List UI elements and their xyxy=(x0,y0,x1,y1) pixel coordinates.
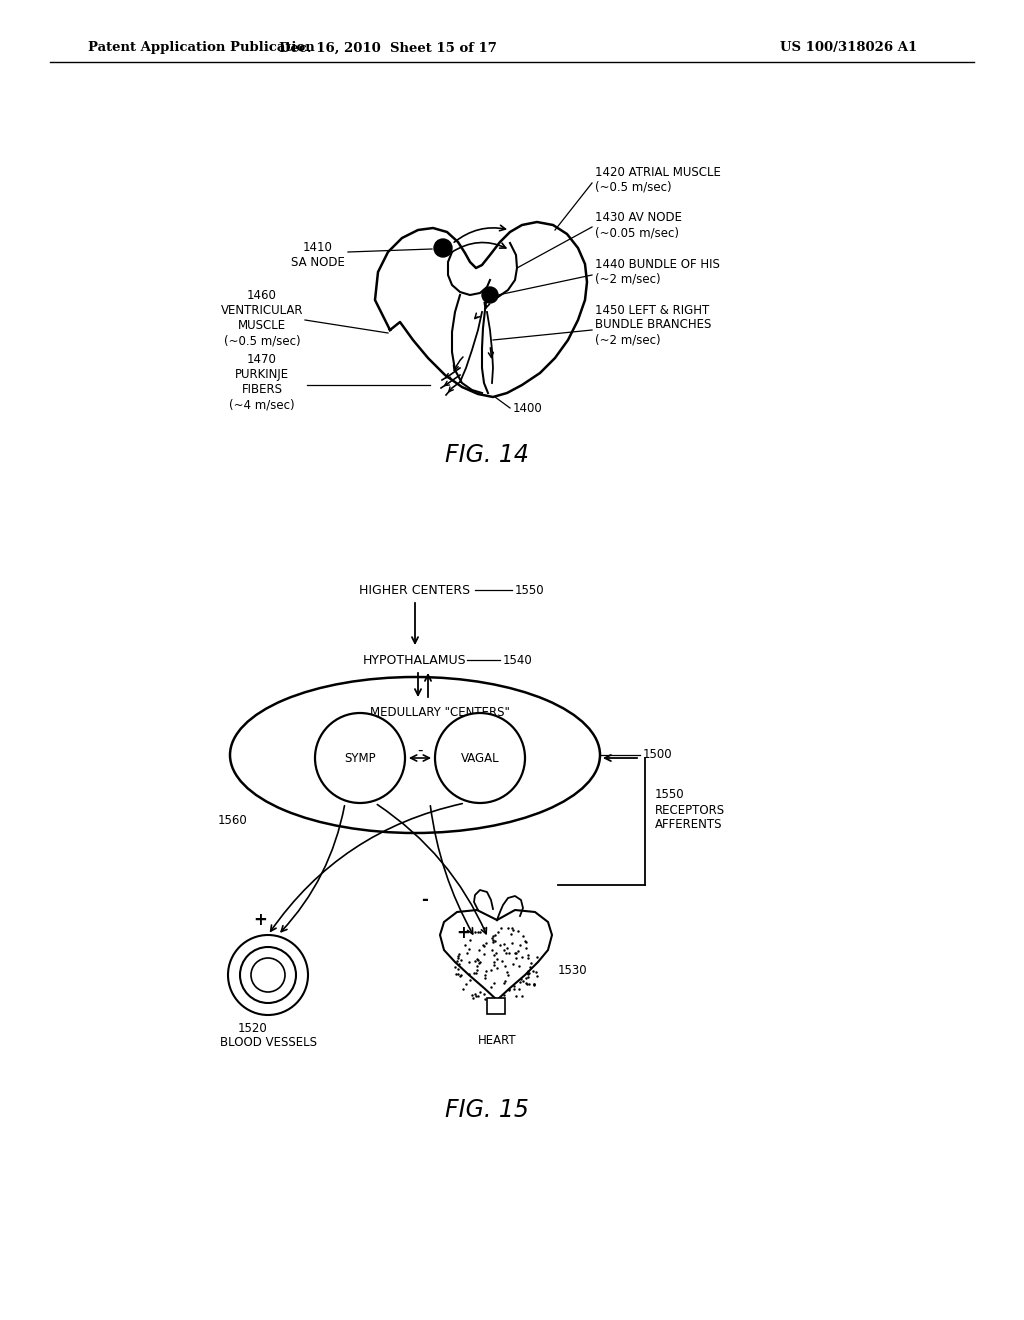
Text: +: + xyxy=(253,911,267,929)
Text: -: - xyxy=(417,742,423,758)
FancyBboxPatch shape xyxy=(487,998,505,1014)
Text: 1410
SA NODE: 1410 SA NODE xyxy=(291,242,345,269)
Text: BLOOD VESSELS: BLOOD VESSELS xyxy=(219,1035,316,1048)
Text: SYMP: SYMP xyxy=(344,751,376,764)
Text: 1560: 1560 xyxy=(218,813,248,826)
Text: HIGHER CENTERS: HIGHER CENTERS xyxy=(359,583,471,597)
Circle shape xyxy=(435,713,525,803)
Text: VAGAL: VAGAL xyxy=(461,751,500,764)
Text: 1540: 1540 xyxy=(503,653,532,667)
Text: FIG. 15: FIG. 15 xyxy=(445,1098,529,1122)
Text: Patent Application Publication: Patent Application Publication xyxy=(88,41,314,54)
Text: US 100/318026 A1: US 100/318026 A1 xyxy=(780,41,918,54)
Text: 1450 LEFT & RIGHT
BUNDLE BRANCHES
(~2 m/sec): 1450 LEFT & RIGHT BUNDLE BRANCHES (~2 m/… xyxy=(595,304,712,346)
Text: 1550: 1550 xyxy=(515,583,545,597)
Text: Dec. 16, 2010  Sheet 15 of 17: Dec. 16, 2010 Sheet 15 of 17 xyxy=(280,41,497,54)
Text: 1530: 1530 xyxy=(558,964,588,977)
Text: 1470
PURKINJE
FIBERS
(~4 m/sec): 1470 PURKINJE FIBERS (~4 m/sec) xyxy=(229,352,295,411)
Text: 1460
VENTRICULAR
MUSCLE
(~0.5 m/sec): 1460 VENTRICULAR MUSCLE (~0.5 m/sec) xyxy=(221,289,303,347)
Circle shape xyxy=(315,713,406,803)
Text: 1400: 1400 xyxy=(513,403,543,416)
Text: HEART: HEART xyxy=(477,1034,516,1047)
Circle shape xyxy=(228,935,308,1015)
Text: -: - xyxy=(422,891,428,909)
Text: 1500: 1500 xyxy=(643,748,673,762)
Circle shape xyxy=(240,946,296,1003)
Circle shape xyxy=(251,958,285,993)
Circle shape xyxy=(434,239,452,257)
Text: 1420 ATRIAL MUSCLE
(~0.5 m/sec): 1420 ATRIAL MUSCLE (~0.5 m/sec) xyxy=(595,166,721,194)
Text: 1430 AV NODE
(~0.05 m/sec): 1430 AV NODE (~0.05 m/sec) xyxy=(595,211,682,239)
Text: FIG. 14: FIG. 14 xyxy=(445,444,529,467)
Text: +: + xyxy=(456,924,470,942)
Text: 1550
RECEPTORS
AFFERENTS: 1550 RECEPTORS AFFERENTS xyxy=(655,788,725,832)
Circle shape xyxy=(482,286,498,304)
Text: 1520: 1520 xyxy=(239,1022,268,1035)
Text: MEDULLARY "CENTERS": MEDULLARY "CENTERS" xyxy=(370,706,510,719)
Text: 1440 BUNDLE OF HIS
(~2 m/sec): 1440 BUNDLE OF HIS (~2 m/sec) xyxy=(595,257,720,286)
Text: HYPOTHALAMUS: HYPOTHALAMUS xyxy=(364,653,467,667)
